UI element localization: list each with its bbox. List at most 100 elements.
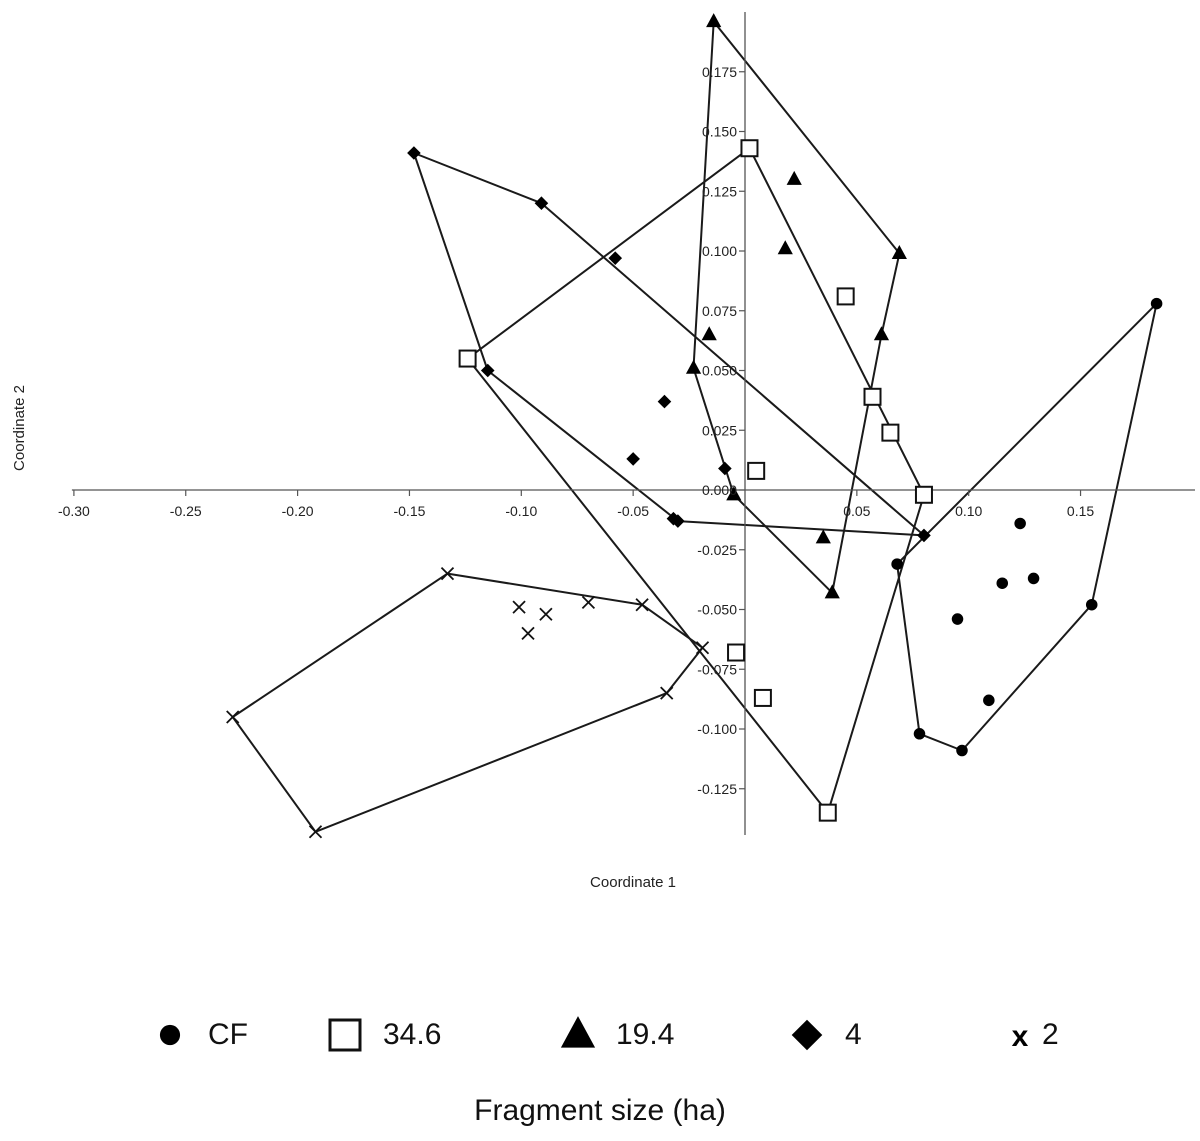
data-point-triangle (726, 486, 742, 501)
data-point-square (914, 485, 933, 504)
hull-layer (231, 20, 1158, 833)
legend-label: 2 (1042, 1018, 1059, 1051)
data-point-triangle (891, 244, 907, 259)
legend-label: 19.4 (616, 1018, 675, 1051)
data-point-circle (951, 613, 964, 625)
data-point-diamond (626, 452, 640, 466)
data-point-square (818, 803, 837, 822)
data-point-circle (891, 558, 903, 570)
scatter-plot: -0.30 -0.25 -0.20 -0.15 -0.10 -0.05 0.05 0.10 0.… (11, 12, 1195, 891)
x-stroke (695, 641, 710, 655)
data-point-x (695, 641, 710, 655)
x-tick-label: -0.20 (282, 503, 314, 519)
data-point-triangle (786, 170, 802, 185)
data-point-square (836, 287, 855, 306)
x-tick-label: 0.10 (955, 503, 982, 519)
data-point-circle (956, 744, 968, 757)
x-tick-label: -0.25 (170, 503, 202, 519)
data-point-diamond (718, 461, 732, 476)
legend-item-19-4: 19.4 (558, 1005, 674, 1065)
data-point-circle (1150, 297, 1163, 310)
legend-title: Fragment size (ha) (474, 1094, 726, 1127)
x-stroke (440, 567, 455, 581)
hull-outline-CF (896, 302, 1158, 752)
legend-square (328, 1018, 362, 1052)
x-stroke (581, 595, 596, 609)
data-point-square (458, 349, 477, 368)
y-tick-label: 0.150 (702, 124, 737, 140)
data-point-square (863, 387, 882, 406)
data-point-diamond (608, 251, 623, 265)
x-tick-label: -0.15 (393, 503, 425, 519)
hull-outline-2 (231, 572, 704, 833)
legend-item-34-6: 34.6 (325, 1005, 441, 1065)
data-point-diamond (480, 363, 495, 378)
legend-marker-icon (328, 1018, 362, 1052)
legend-marker-icon (560, 1016, 596, 1048)
data-point-triangle (560, 1016, 596, 1048)
data-point-x (512, 600, 526, 614)
legend-label: 34.6 (383, 1018, 442, 1051)
data-point-circle (983, 694, 995, 707)
data-point-diamond (666, 511, 681, 526)
data-point-diamond (917, 528, 931, 543)
data-point-circle (1027, 572, 1040, 585)
hull-outline-34-6 (466, 147, 925, 814)
data-point-x (635, 598, 649, 612)
y-tick-label: -0.125 (697, 781, 737, 797)
legend-marker-icon (791, 1019, 823, 1051)
hull-outline-4 (412, 152, 925, 537)
data-point-x (660, 686, 674, 700)
data-point-square (753, 688, 772, 707)
data-point-x (440, 567, 455, 581)
y-tick-label: -0.050 (697, 602, 737, 618)
x-stroke (226, 710, 240, 724)
data-point-triangle (701, 326, 717, 341)
x-stroke (512, 600, 526, 614)
x-stroke (539, 607, 553, 621)
data-point-circle (996, 577, 1009, 589)
x-tick-label: -0.30 (58, 503, 90, 519)
data-point-diamond (407, 146, 421, 160)
x-tick-label: -0.05 (617, 503, 649, 519)
legend-label: CF (208, 1018, 248, 1051)
data-point-square (747, 461, 766, 480)
y-tick-label: 0.125 (702, 183, 737, 199)
data-point-circle (913, 728, 926, 740)
x-stroke (660, 686, 674, 700)
data-point-triangle (815, 529, 831, 544)
data-point-triangle (685, 359, 702, 374)
data-point-x (308, 825, 323, 839)
data-point-diamond (791, 1019, 823, 1051)
x-stroke (521, 626, 535, 641)
data-point-diamond (534, 196, 549, 210)
data-point-x (539, 607, 553, 621)
y-tick-label: 0.025 (702, 422, 737, 438)
x-tick-label: -0.10 (505, 503, 537, 519)
y-tick-label: 0.075 (702, 303, 737, 319)
y-tick-label: -0.100 (697, 721, 737, 737)
y-tick-label: 0.100 (702, 243, 737, 259)
legend-item-CF: CF (150, 1005, 248, 1065)
data-point-diamond (657, 394, 672, 409)
y-tick-label: -0.025 (697, 542, 737, 558)
legend-marker-icon: x (1012, 1020, 1029, 1053)
x-stroke (308, 825, 323, 839)
y-axis-title: Coordinate 2 (11, 385, 28, 471)
data-point-triangle (777, 240, 793, 255)
y-tick-label: -0.075 (697, 661, 737, 677)
data-point-square (881, 423, 900, 442)
data-point-triangle (706, 13, 722, 28)
legend-x-glyph: x (1012, 1020, 1029, 1053)
y-tick-label: 0.175 (702, 64, 737, 80)
legend: CF 34.6 19.4 4 x 2 (0, 1005, 1200, 1065)
data-point-triangle (873, 326, 890, 341)
legend-item-4: 4 (787, 1005, 862, 1065)
data-point-square (727, 643, 746, 662)
x-tick-label: 0.15 (1067, 503, 1094, 519)
data-point-x (521, 626, 535, 641)
legend-label: 4 (845, 1018, 862, 1051)
tick-labels: -0.30 -0.25 -0.20 -0.15 -0.10 -0.05 0.05 0.10 0.… (58, 64, 1094, 797)
data-point-circle (159, 1024, 181, 1046)
